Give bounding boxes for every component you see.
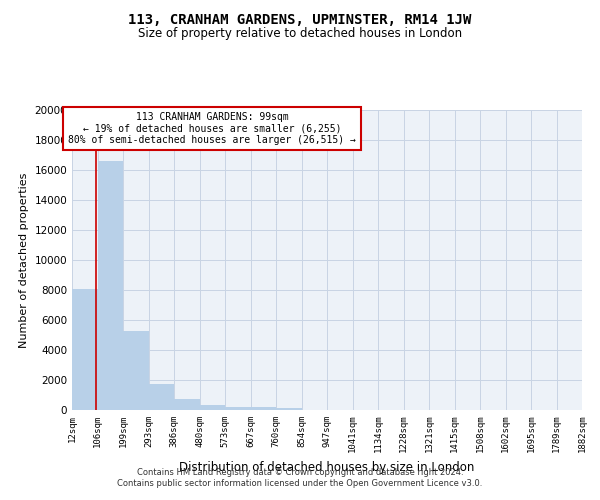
Bar bbox=[123, 330, 149, 410]
Bar bbox=[251, 408, 276, 410]
Bar bbox=[225, 406, 251, 410]
Bar bbox=[200, 405, 225, 410]
Text: 113 CRANHAM GARDENS: 99sqm
← 19% of detached houses are smaller (6,255)
80% of s: 113 CRANHAM GARDENS: 99sqm ← 19% of deta… bbox=[68, 112, 356, 144]
X-axis label: Distribution of detached houses by size in London: Distribution of detached houses by size … bbox=[179, 461, 475, 474]
Bar bbox=[149, 384, 174, 410]
Bar bbox=[276, 408, 302, 410]
Y-axis label: Number of detached properties: Number of detached properties bbox=[19, 172, 29, 348]
Bar bbox=[174, 399, 200, 410]
Text: Contains HM Land Registry data © Crown copyright and database right 2024.
Contai: Contains HM Land Registry data © Crown c… bbox=[118, 468, 482, 487]
Text: Size of property relative to detached houses in London: Size of property relative to detached ho… bbox=[138, 28, 462, 40]
Bar bbox=[98, 161, 123, 410]
Bar bbox=[72, 289, 98, 410]
Text: 113, CRANHAM GARDENS, UPMINSTER, RM14 1JW: 113, CRANHAM GARDENS, UPMINSTER, RM14 1J… bbox=[128, 12, 472, 26]
